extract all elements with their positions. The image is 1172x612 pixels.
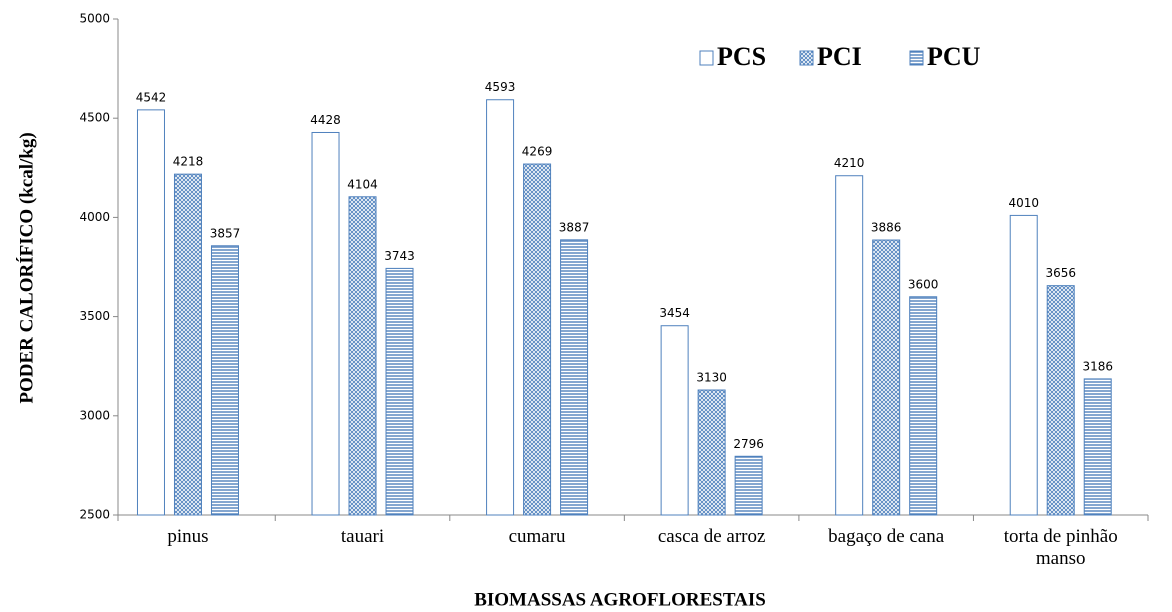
y-tick-label: 2500 [79,508,110,522]
bar [486,99,515,516]
y-tick-label: 4500 [79,111,110,125]
data-label: 3857 [210,226,241,240]
x-tick-label: pinus [167,526,209,547]
x-tick-label: tauari [340,526,385,547]
data-label: 4593 [485,80,516,94]
data-label: 3656 [1045,266,1076,280]
data-label: 3887 [559,220,590,234]
data-label: 4210 [834,156,865,170]
y-tick-label: 3000 [79,408,110,422]
bar [734,455,763,516]
x-axis-title: BIOMASSAS AGROFLORESTAIS [474,589,766,610]
y-axis-title: PODER CALORÍFICO (kcal/kg) [15,132,37,403]
bar [523,163,552,516]
bar [348,196,377,516]
bar [385,267,414,516]
data-label: 4104 [347,177,378,191]
data-label: 3454 [659,306,690,320]
legend-label: PCU [927,42,981,71]
bar [1046,285,1075,516]
data-label: 4218 [173,155,204,169]
legend-label: PCI [817,42,862,71]
y-tick-label: 5000 [79,12,110,26]
legend-swatch [799,50,814,66]
y-tick-label: 3500 [79,309,110,323]
bar [660,325,689,516]
legend-swatch [909,50,924,66]
data-label: 3743 [384,249,415,263]
data-label: 4010 [1008,196,1039,210]
legend-label: PCS [717,42,766,71]
bar [173,173,202,516]
data-label: 4542 [136,90,167,104]
bar [311,131,340,516]
legend-swatch [699,50,714,66]
bar [136,109,165,516]
bar [872,239,901,516]
bar [835,175,864,516]
data-label: 3186 [1082,359,1113,373]
x-tick-label: bagaço de cana [828,526,945,547]
data-label: 4269 [522,145,553,159]
data-label: 3130 [696,371,727,385]
bar [697,389,726,516]
bar [1083,378,1112,516]
bar [909,296,938,516]
x-tick-label: casca de arroz [657,526,766,547]
data-label: 3600 [908,277,939,291]
bar [1009,214,1038,516]
x-tick-label: torta de pinhão manso [1003,526,1118,569]
x-tick-label: cumaru [508,526,566,547]
y-tick-label: 4000 [79,210,110,224]
data-label: 2796 [733,437,764,451]
bar [210,245,239,516]
data-label: 3886 [871,221,902,235]
data-label: 4428 [310,113,341,127]
bar [560,239,589,516]
